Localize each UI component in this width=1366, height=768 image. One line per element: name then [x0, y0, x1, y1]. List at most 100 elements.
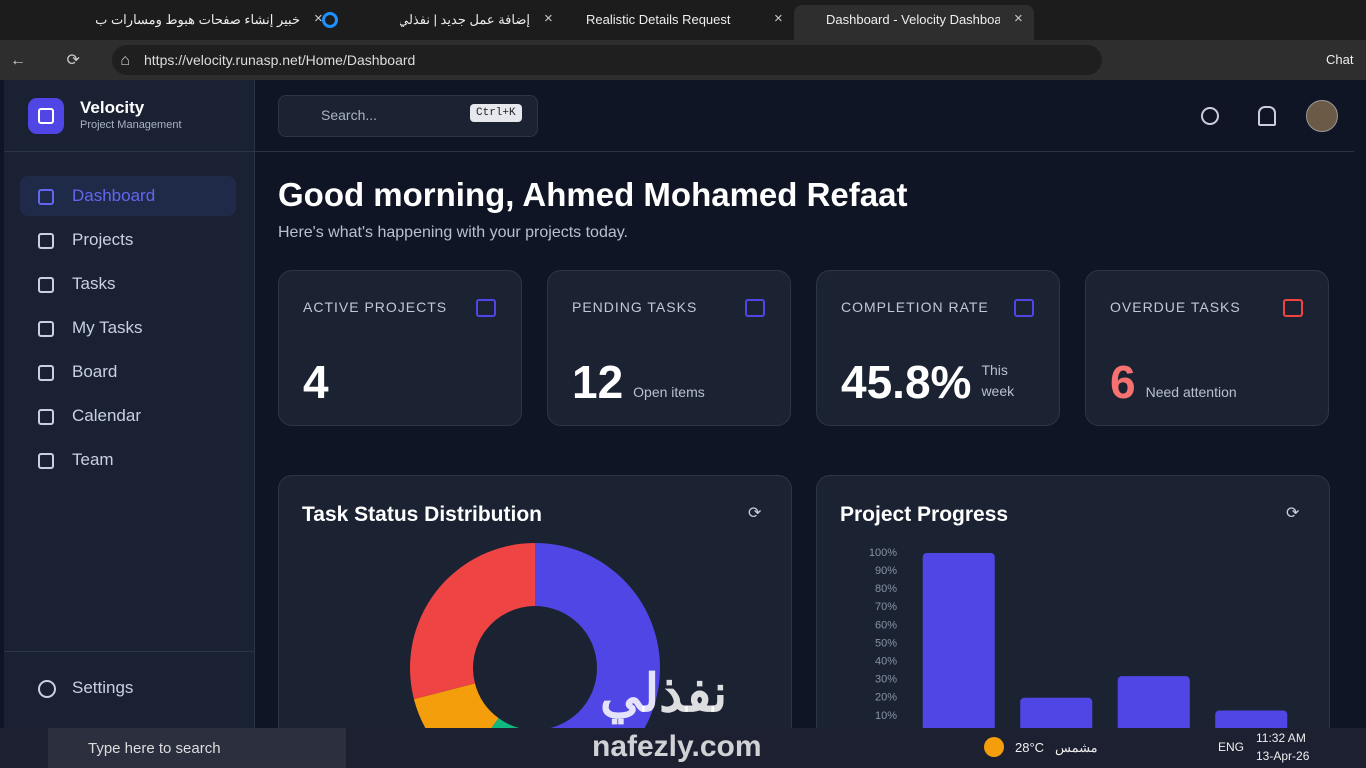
- nav-icon: [38, 277, 54, 293]
- y-tick-label: 100%: [869, 547, 897, 559]
- chart-title: Project Progress: [840, 503, 1009, 526]
- active-tab[interactable]: [794, 5, 1034, 40]
- nav-icon: [38, 409, 54, 425]
- stat-value: 45.8%: [841, 356, 972, 408]
- nav-icon: [38, 233, 54, 249]
- divider: [4, 651, 254, 652]
- clock-date[interactable]: 13-Apr-26: [1256, 749, 1310, 763]
- weather: مشمس: [1055, 740, 1098, 755]
- watermark: nafezly.com: [592, 730, 762, 763]
- stat-note: Open items: [633, 384, 705, 400]
- y-tick-label: 80%: [875, 583, 897, 595]
- settings[interactable]: Settings: [72, 678, 134, 697]
- theme-toggle[interactable]: [1201, 107, 1219, 125]
- bar: [1215, 710, 1288, 728]
- stat-note: This week: [981, 362, 1015, 399]
- tab-close[interactable]: ×: [1014, 10, 1023, 27]
- bar: [922, 553, 995, 728]
- tab-close[interactable]: ×: [774, 10, 783, 27]
- notifications[interactable]: [1258, 106, 1276, 126]
- logo: [28, 98, 64, 134]
- tagline: Project Management: [80, 119, 182, 131]
- tab-close[interactable]: ×: [314, 10, 323, 27]
- nav-icon: [38, 189, 54, 205]
- divider: [4, 151, 1354, 152]
- tab-icon[interactable]: [322, 12, 338, 28]
- nav-icon: [38, 453, 54, 469]
- y-tick-label: 40%: [875, 656, 897, 668]
- stat-label: ACTIVE PROJECTS: [303, 299, 448, 315]
- tab-title[interactable]: إضافة عمل جديد | نفذلي: [400, 12, 530, 27]
- stat-label: PENDING TASKS: [572, 299, 698, 315]
- charts: 10% 20% 30% 40% 50% 60% 70% 80% 90% 100%: [410, 543, 1288, 728]
- refresh-button[interactable]: ⟳: [748, 505, 762, 522]
- avatar[interactable]: [1306, 100, 1338, 132]
- greeting-subtitle: Here's what's happening with your projec…: [278, 224, 628, 241]
- stat-card: [278, 270, 522, 426]
- shortcut: Ctrl+K: [470, 104, 522, 122]
- stat-value: 4: [303, 356, 329, 408]
- temperature: 28°C: [1015, 740, 1045, 755]
- tab-title[interactable]: Realistic Details Request: [586, 12, 731, 27]
- donut-segment: [410, 543, 535, 700]
- nav-item[interactable]: My Tasks: [72, 318, 143, 337]
- stat-value: 12: [572, 356, 624, 408]
- chart-card: [816, 475, 1330, 728]
- stat-note: Need attention: [1145, 384, 1237, 400]
- donut-segment: [413, 683, 499, 728]
- bar: [1117, 676, 1190, 728]
- y-tick-label: 30%: [875, 674, 897, 686]
- y-tick-label: 90%: [875, 565, 897, 577]
- search-placeholder[interactable]: Search...: [321, 107, 378, 123]
- url[interactable]: https://velocity.runasp.net/Home/Dashboa…: [144, 52, 416, 68]
- donut-segment: [535, 543, 660, 728]
- taskbar-search-text[interactable]: Type here to search: [88, 740, 221, 757]
- greeting-title: Good morning, Ahmed Mohamed Refaat: [278, 176, 908, 213]
- app: Velocity Project Management Settings Sea…: [0, 80, 1366, 728]
- nav-active: [20, 176, 236, 216]
- nav-item[interactable]: Tasks: [72, 274, 116, 293]
- stat-icon: [745, 299, 765, 317]
- tab-close[interactable]: ×: [544, 10, 553, 27]
- stat-card: [816, 270, 1060, 426]
- y-tick-label: 20%: [875, 692, 897, 704]
- y-tick-label: 60%: [875, 619, 897, 631]
- refresh-button[interactable]: ⟳: [1286, 505, 1300, 522]
- donut-segment: [491, 718, 520, 728]
- nav-item[interactable]: Projects: [72, 230, 134, 249]
- stat-icon: [1283, 299, 1303, 317]
- bar: [1020, 697, 1093, 728]
- weather-icon: [984, 737, 1004, 757]
- nav-item[interactable]: Board: [72, 362, 118, 381]
- nav-item[interactable]: Team: [72, 450, 114, 469]
- address-box[interactable]: [112, 45, 1102, 75]
- stat-label: COMPLETION RATE: [841, 299, 989, 315]
- stat-icon: [1014, 299, 1034, 317]
- nav-item[interactable]: Calendar: [72, 406, 141, 425]
- nav-icons: ← ⟳ ⌂: [10, 52, 148, 69]
- y-tick-label: 50%: [875, 637, 897, 649]
- stat-label: OVERDUE TASKS: [1110, 299, 1241, 315]
- taskbar-search[interactable]: [48, 728, 346, 768]
- stat-icon: [476, 299, 496, 317]
- y-tick-label: 10%: [875, 710, 897, 722]
- watermark: نفذلي: [600, 665, 728, 723]
- chart-title: Task Status Distribution: [302, 503, 542, 526]
- clock-time[interactable]: 11:32 AM: [1256, 731, 1306, 745]
- tab-title[interactable]: Dashboard - Velocity Dashboard: [826, 12, 1000, 27]
- tab-bar: [0, 0, 1366, 40]
- language[interactable]: ENG: [1218, 740, 1245, 754]
- stat-card: [1085, 270, 1329, 426]
- stat-card: [547, 270, 791, 426]
- chat-button[interactable]: Chat: [1326, 52, 1354, 67]
- nav-icon: [38, 321, 54, 337]
- y-tick-label: 70%: [875, 601, 897, 613]
- nav-item[interactable]: Dashboard: [72, 186, 156, 205]
- tab-title[interactable]: خبير إنشاء صفحات هبوط ومسارات ب: [95, 12, 300, 27]
- stat-value: 6: [1110, 356, 1136, 408]
- logo-mark: [38, 108, 54, 124]
- settings-icon: [38, 680, 56, 698]
- brand: Velocity: [80, 98, 145, 117]
- nav-icon: [38, 365, 54, 381]
